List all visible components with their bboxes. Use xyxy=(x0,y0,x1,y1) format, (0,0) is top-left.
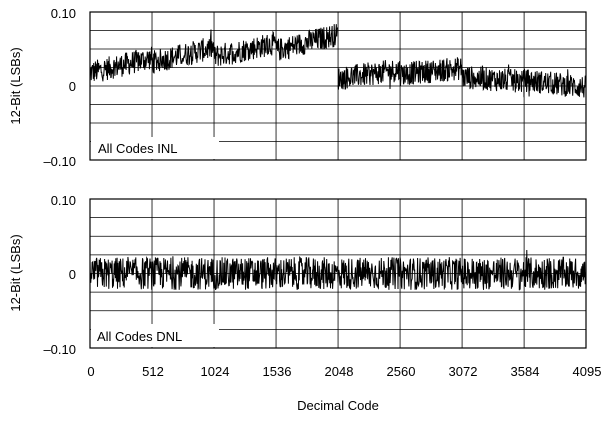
dnl-annotation: All Codes DNL xyxy=(97,329,182,344)
series-segment xyxy=(461,64,525,98)
series-segment xyxy=(89,249,587,291)
x-tick-label: 1024 xyxy=(201,364,230,379)
dnl-annotation-backdrop xyxy=(91,324,219,347)
inl-series xyxy=(89,24,587,98)
inl-panel: 0.10 0 –0.10 12-Bit (LSBs) All Codes INL xyxy=(8,6,587,169)
x-tick-label: 2048 xyxy=(325,364,354,379)
x-tick-label: 1536 xyxy=(263,364,292,379)
x-tick-label: 0 xyxy=(87,364,94,379)
dnl-y-tick-labels: 0.10 0 –0.10 xyxy=(43,193,76,357)
y-tick-label: 0 xyxy=(69,79,76,94)
y-tick-label: 0.10 xyxy=(51,193,76,208)
inl-y-axis-label: 12-Bit (LSBs) xyxy=(8,47,23,124)
series-segment xyxy=(213,30,277,66)
y-tick-label: 0 xyxy=(69,267,76,282)
inl-y-tick-labels: 0.10 0 –0.10 xyxy=(43,6,76,169)
inl-annotation-backdrop xyxy=(91,137,219,159)
y-tick-label: 0.10 xyxy=(51,6,76,21)
x-tick-label: 512 xyxy=(142,364,164,379)
x-tick-label: 2560 xyxy=(387,364,416,379)
x-axis-label: Decimal Code xyxy=(297,398,379,413)
x-tick-label: 4095 xyxy=(573,364,602,379)
series-segment xyxy=(89,46,153,82)
series-segment xyxy=(275,24,339,61)
y-tick-label: –0.10 xyxy=(43,154,76,169)
dnl-series xyxy=(89,249,587,291)
inl-annotation: All Codes INL xyxy=(98,141,177,156)
series-segment xyxy=(399,57,463,86)
y-tick-label: –0.10 xyxy=(43,342,76,357)
series-segment xyxy=(523,68,587,98)
series-segment xyxy=(151,29,215,74)
x-tick-label: 3584 xyxy=(511,364,540,379)
series-segment xyxy=(337,60,401,90)
dnl-panel: 0.10 0 –0.10 12-Bit (LSBs) All Codes DNL xyxy=(8,193,587,357)
x-tick-labels: 0 512 1024 1536 2048 2560 3072 3584 4095 xyxy=(87,364,601,379)
x-tick-label: 3072 xyxy=(449,364,478,379)
dnl-y-axis-label: 12-Bit (LSBs) xyxy=(8,234,23,311)
